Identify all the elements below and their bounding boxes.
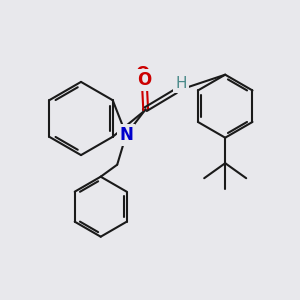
Text: N: N — [119, 126, 133, 144]
Text: H: H — [175, 76, 187, 91]
Text: O: O — [136, 65, 150, 83]
Text: H: H — [175, 76, 187, 91]
Text: O: O — [137, 71, 151, 89]
Text: N: N — [120, 131, 134, 149]
